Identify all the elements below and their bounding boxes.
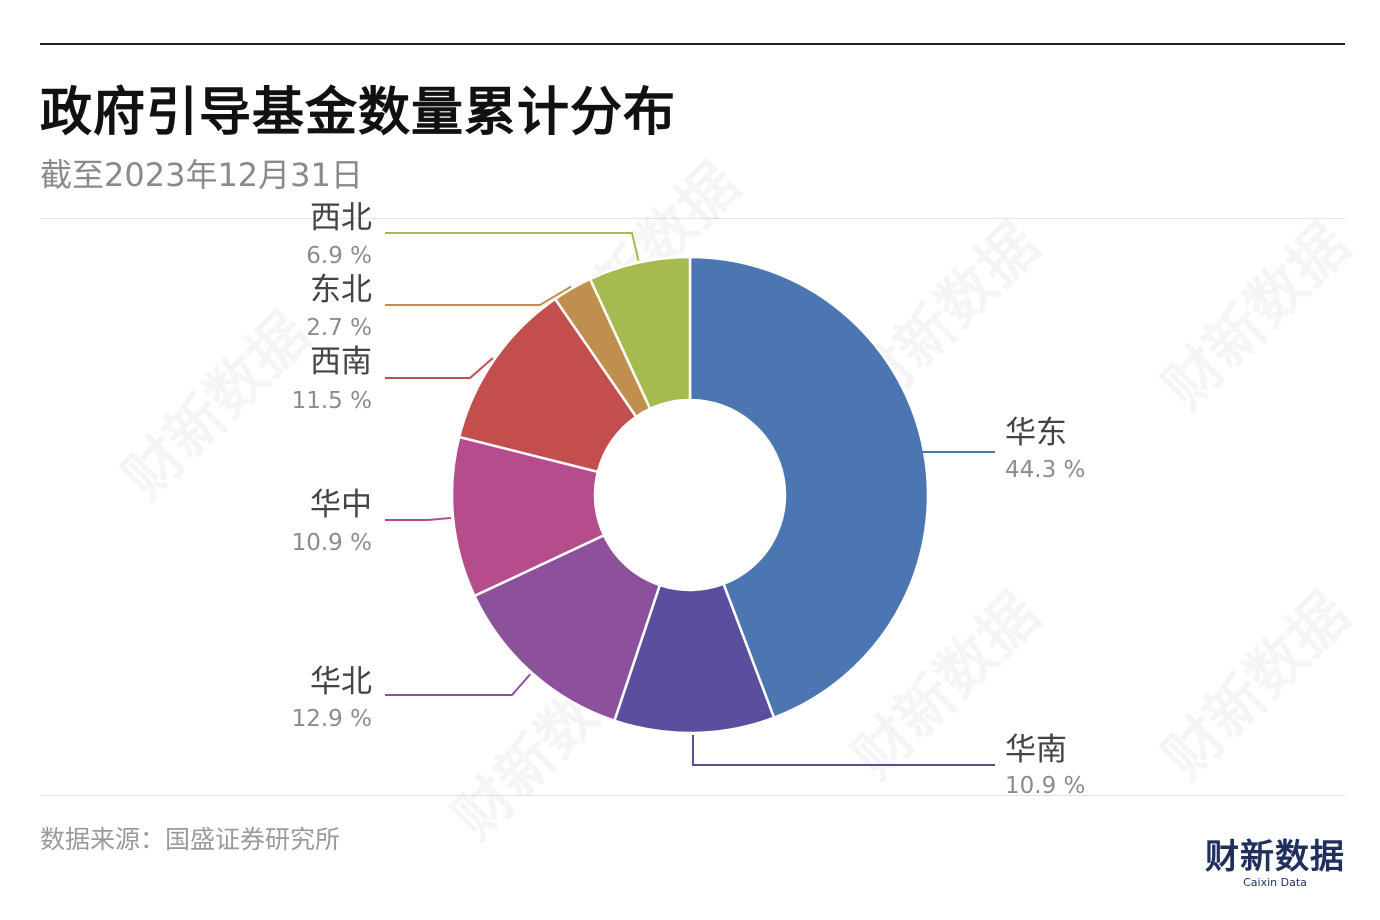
slice-label-华中: 华中 [310, 487, 372, 523]
slice-value-华北: 12.9 % [292, 706, 372, 732]
leader-line-西北 [385, 232, 640, 261]
caixin-data-logo: 财新数据 Caixin Data [1205, 838, 1345, 890]
chart-subtitle: 截至2023年12月31日 [40, 156, 363, 194]
chart-title: 政府引导基金数量累计分布 [40, 83, 677, 143]
slice-value-西南: 11.5 % [292, 388, 372, 414]
logo-sub-text: Caixin Data [1243, 876, 1307, 889]
leader-line-华中 [385, 516, 452, 521]
watermark-text: 财新数据 [1150, 580, 1362, 792]
data-source: 数据来源：国盛证券研究所 [40, 825, 341, 854]
leader-line-华南 [692, 734, 995, 766]
slice-value-华南: 10.9 % [1005, 773, 1085, 799]
slice-label-东北: 东北 [310, 272, 372, 308]
slice-华东 [688, 255, 930, 720]
leader-line-东北 [385, 285, 572, 306]
slice-value-华东: 44.3 % [1005, 457, 1085, 483]
slice-value-东北: 2.7 % [306, 315, 372, 341]
slice-华北 [472, 533, 662, 723]
chart-bottom-divider [40, 795, 1345, 796]
leader-line-华北 [385, 673, 532, 696]
logo-main-text: 财新数据 [1205, 837, 1345, 877]
top-rule [40, 43, 1345, 45]
leader-line-西南 [385, 357, 494, 379]
watermark-text: 财新数据 [110, 300, 322, 512]
chart-top-divider [40, 218, 1345, 219]
slice-西南 [457, 297, 638, 474]
slice-label-华北: 华北 [310, 664, 372, 700]
watermark-text: 财新数据 [1150, 210, 1362, 422]
slice-value-华中: 10.9 % [292, 530, 372, 556]
slice-label-西北: 西北 [310, 200, 372, 236]
slice-value-西北: 6.9 % [306, 243, 372, 269]
slice-label-华南: 华南 [1005, 732, 1067, 768]
slice-label-华东: 华东 [1005, 415, 1067, 451]
slice-label-西南: 西南 [310, 344, 372, 380]
slice-西北 [588, 255, 692, 411]
